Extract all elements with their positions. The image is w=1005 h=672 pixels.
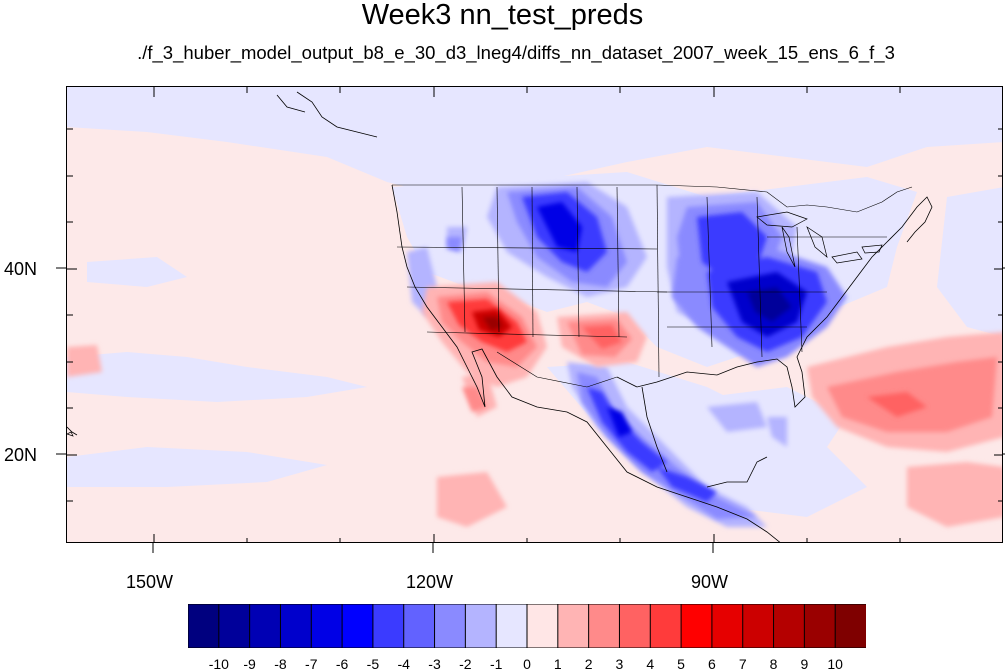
colorbar-level-label: 4: [646, 656, 655, 672]
colorbar-swatch: [803, 604, 837, 648]
colorbar-level-label: -5: [366, 656, 380, 672]
colorbar-level-label: -8: [274, 656, 287, 672]
colorbar-swatch: [341, 604, 374, 648]
hawaii-islands: [67, 431, 74, 437]
colorbar-level-label: 3: [615, 656, 624, 672]
colorbar-swatch: [742, 604, 775, 648]
colorbar-swatch: [711, 604, 744, 648]
colorbar-swatch: [618, 604, 652, 648]
colorbar-level-label: 0: [523, 656, 531, 672]
colorbar-level-label: 2: [584, 656, 593, 672]
colorbar-swatch: [310, 604, 344, 648]
colorbar-level-label: -6: [335, 656, 349, 672]
colorbar-swatch: [218, 604, 251, 648]
colorbar-swatch: [434, 604, 467, 648]
colorbar-level-label: -9: [243, 656, 256, 672]
colorbar-swatch: [372, 604, 405, 648]
colorbar-level-label: -7: [305, 656, 318, 672]
colorbar-level-label: -3: [428, 656, 441, 672]
lon-label-150w: 150W: [126, 572, 174, 592]
colorbar-level-label: 5: [677, 656, 685, 672]
colorbar-swatch: [773, 604, 806, 648]
colorbar-swatch: [403, 604, 436, 648]
lat-label-20n: 20N: [4, 445, 38, 465]
plot-subtitle: ./f_3_huber_model_output_b8_e_30_d3_lneg…: [137, 42, 895, 63]
state-borders: [392, 184, 913, 388]
colorbar-swatch: [279, 604, 313, 648]
colorbar-swatch: [649, 604, 683, 648]
lon-label-90w: 90W: [691, 572, 729, 592]
colorbar-swatch: [464, 604, 498, 648]
colorbar-swatch: [526, 604, 559, 648]
colorbar-swatch: [834, 604, 866, 648]
colorbar-swatch: [495, 604, 528, 648]
axis-ticks: [67, 87, 1002, 542]
coastlines: [67, 91, 933, 542]
colorbar-level-label: 6: [708, 656, 716, 672]
colorbar-level-label: -2: [459, 656, 472, 672]
colorbar-swatch: [680, 604, 713, 648]
colorbar-level-label: 8: [769, 656, 778, 672]
colorbar-swatch: [588, 604, 621, 648]
plot-title: Week3 nn_test_preds: [361, 0, 644, 31]
colorbar-level-label: 1: [553, 656, 562, 672]
lon-label-120w: 120W: [406, 572, 454, 592]
colorbar-swatch: [188, 604, 220, 648]
deep-red-regions: [472, 309, 512, 337]
anomaly-map: [67, 87, 1002, 542]
lat-label-40n: 40N: [4, 259, 38, 279]
colorbar-level-label: -1: [489, 656, 503, 672]
colorbar-level-label: 10: [827, 656, 843, 672]
colorbar-labels: -10 -9 -8 -7 -6 -5 -4 -3 -2 -1 0 1 2 3 4 5 6 7 8 9 10: [0, 656, 1005, 672]
colorbar-level-label: 9: [800, 656, 809, 672]
colorbar: [188, 604, 866, 648]
map-panel: [66, 86, 1003, 543]
great-lakes: [756, 211, 883, 268]
colorbar-level-label: -4: [397, 656, 410, 672]
colorbar-swatch: [557, 604, 590, 648]
colorbar-level-label: 7: [738, 656, 747, 672]
colorbar-level-label: -10: [208, 656, 229, 672]
colorbar-swatch: [249, 604, 282, 648]
deep-blue-regions: [537, 202, 807, 437]
